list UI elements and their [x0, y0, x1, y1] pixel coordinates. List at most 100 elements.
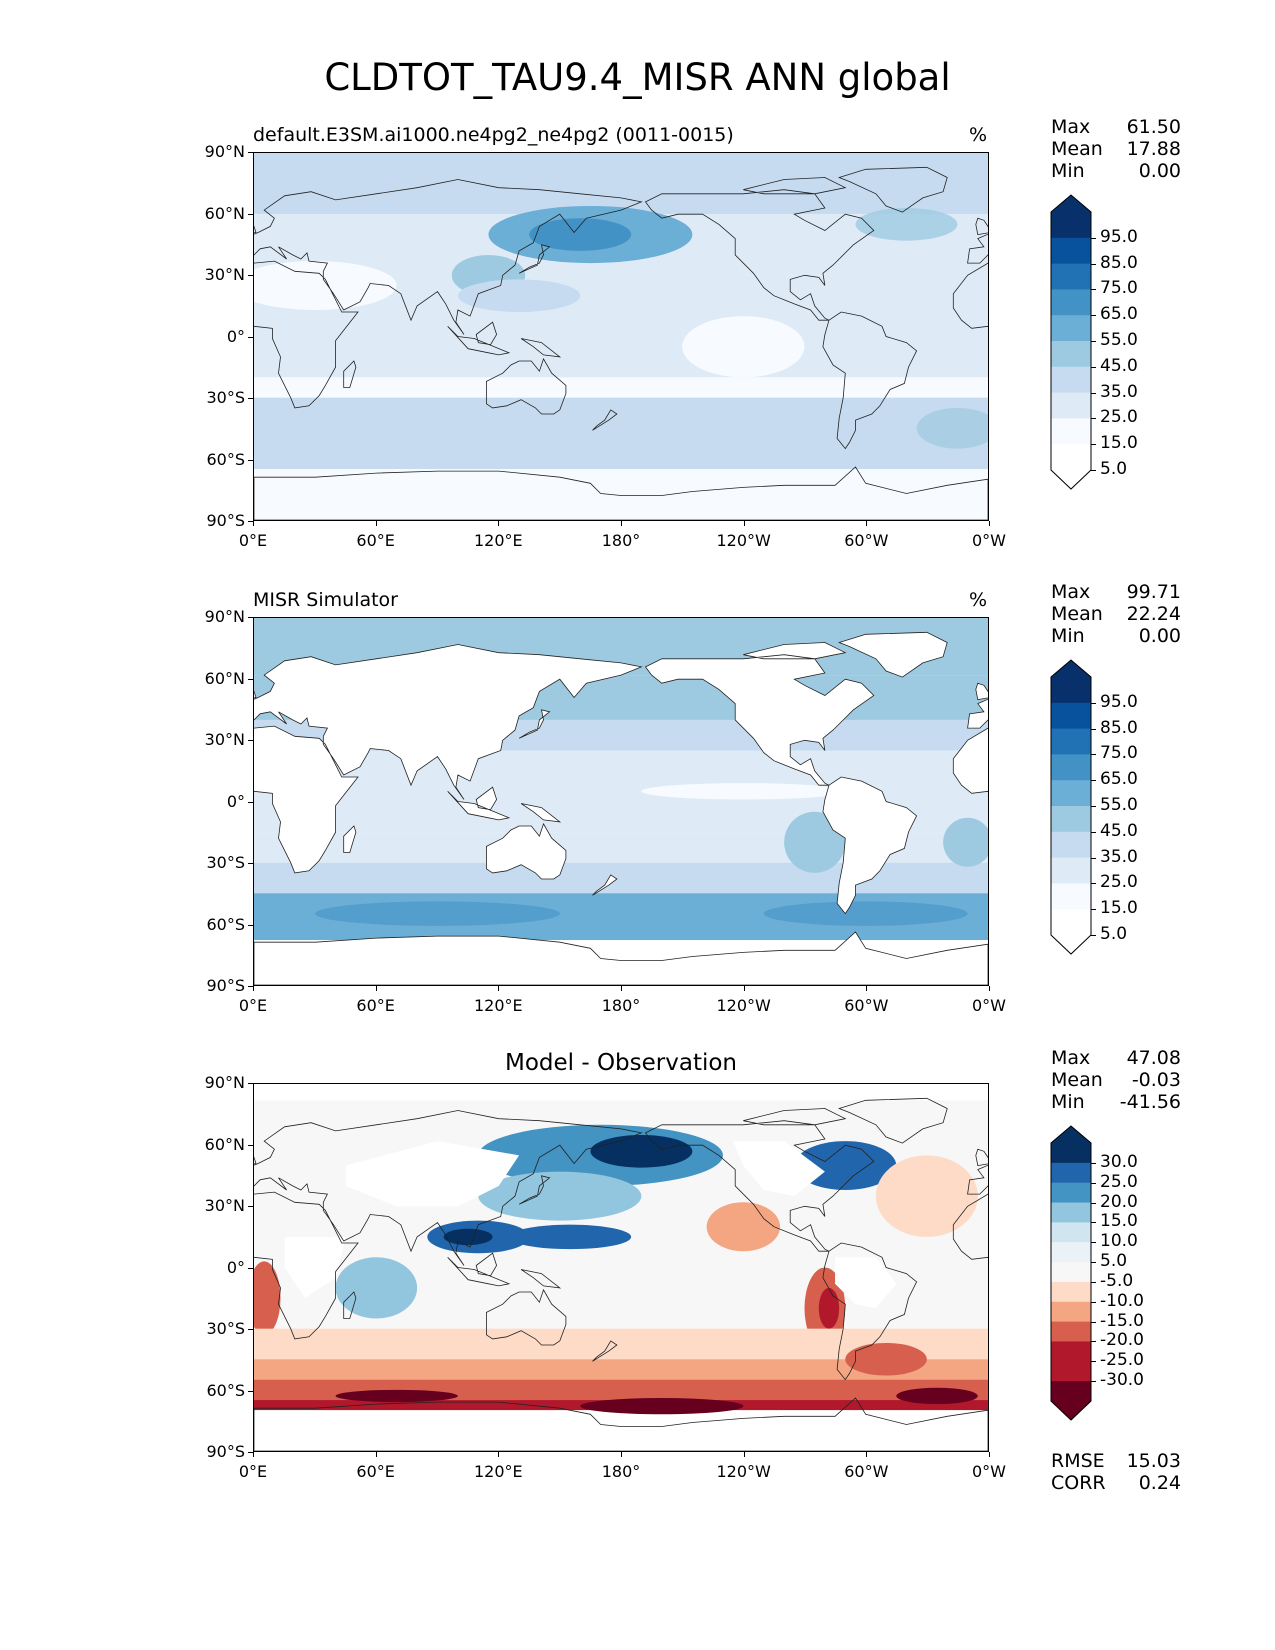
x-tick-mark — [866, 521, 868, 526]
colorbar-label: 25.0 — [1100, 407, 1138, 428]
colorbar-tick — [1091, 315, 1096, 317]
x-tick-mark — [375, 521, 377, 526]
colorbar-tick — [1091, 1321, 1096, 1323]
colorbar-obs — [1050, 659, 1092, 955]
x-tick-label: 120°E — [474, 1462, 523, 1481]
colorbar-tick — [1091, 1162, 1096, 1164]
map-diff — [253, 1083, 989, 1452]
colorbar-label: 15.0 — [1100, 1211, 1138, 1232]
colorbar-label: -30.0 — [1100, 1370, 1144, 1391]
x-tick-mark — [375, 986, 377, 991]
colorbar-label: 10.0 — [1100, 1231, 1138, 1252]
stat-row: Max 47.08 — [1051, 1047, 1181, 1069]
colorbar-tick — [1091, 935, 1096, 936]
colorbar-segment — [1051, 883, 1091, 910]
stat-value: 99.71 — [1126, 581, 1181, 603]
x-tick-mark — [498, 986, 500, 991]
colorbar-label: -20.0 — [1100, 1330, 1144, 1351]
stat-label: Min — [1051, 625, 1085, 647]
colorbar-tick — [1091, 1381, 1096, 1383]
y-tick-mark — [248, 1267, 253, 1269]
colorbar-cap-bottom — [1051, 1401, 1091, 1420]
map-obs — [253, 617, 989, 986]
y-tick-label: 0° — [226, 326, 245, 346]
colorbar-tick — [1091, 263, 1096, 265]
colorbar-label: -25.0 — [1100, 1350, 1144, 1371]
x-tick-label: 0°W — [972, 1462, 1006, 1481]
y-tick-mark — [248, 801, 253, 803]
colorbar-segment — [1051, 1361, 1091, 1382]
y-tick-label: 90°S — [206, 1442, 245, 1461]
coastline — [254, 166, 988, 520]
colorbar-cap-bottom — [1051, 935, 1091, 954]
stat-row: Mean -0.03 — [1051, 1069, 1181, 1091]
y-tick-mark — [248, 213, 253, 215]
colorbar-label: 25.0 — [1100, 872, 1138, 893]
stat-value: 61.50 — [1126, 116, 1181, 138]
coastline — [254, 631, 988, 985]
colorbar-tick — [1091, 831, 1096, 833]
colorbar-model — [1050, 194, 1092, 490]
stat-value: 0.24 — [1138, 1472, 1181, 1494]
y-tick-mark — [248, 863, 253, 864]
panel-title: MISR Simulator — [253, 589, 398, 611]
colorbar-segment — [1051, 263, 1091, 290]
stat-label: Min — [1051, 160, 1085, 182]
stat-value: 17.88 — [1126, 138, 1181, 160]
y-tick-label: 90°N — [204, 607, 245, 626]
colorbar-tick — [1091, 883, 1096, 885]
stat-value: 0.00 — [1138, 160, 1181, 182]
y-tick-label: 60°N — [204, 1134, 245, 1154]
colorbar-cap-bottom — [1051, 470, 1091, 489]
x-tick-label: 180° — [601, 531, 641, 550]
y-tick-label: 30°N — [204, 730, 245, 749]
colorbar-segment — [1051, 1381, 1091, 1402]
colorbar-label: 25.0 — [1100, 1171, 1138, 1192]
y-tick-label: 60°S — [206, 1380, 245, 1400]
x-tick-mark — [621, 521, 622, 526]
stat-value: -41.56 — [1119, 1091, 1181, 1113]
x-tick-mark — [375, 1452, 377, 1457]
coastline — [254, 1097, 988, 1451]
colorbar-segment — [1051, 857, 1091, 884]
stat-label: Max — [1051, 1047, 1091, 1069]
stat-row: Min -41.56 — [1051, 1091, 1181, 1113]
stat-row: CORR 0.24 — [1051, 1472, 1181, 1494]
x-tick-mark — [743, 986, 745, 991]
colorbar-segment — [1051, 237, 1091, 265]
y-tick-mark — [248, 740, 253, 741]
colorbar-label: -15.0 — [1100, 1310, 1144, 1331]
units-label: % — [969, 589, 988, 611]
y-tick-mark — [248, 275, 253, 276]
colorbar-label: 35.0 — [1100, 381, 1138, 402]
colorbar-label: 30.0 — [1100, 1151, 1138, 1172]
stat-row: Mean 22.24 — [1051, 603, 1181, 625]
map-canvas-diff — [254, 1084, 988, 1451]
y-tick-mark — [248, 398, 253, 399]
stat-row: Min 0.00 — [1051, 160, 1181, 182]
stat-label: Mean — [1051, 1069, 1103, 1091]
colorbar-segment — [1051, 212, 1091, 239]
y-tick-label: 90°N — [204, 1073, 245, 1092]
colorbar-label: -5.0 — [1100, 1270, 1134, 1291]
stat-row: RMSE 15.03 — [1051, 1450, 1181, 1472]
colorbar-label: 95.0 — [1100, 691, 1138, 712]
colorbar-tick — [1091, 418, 1096, 420]
colorbar-label: 45.0 — [1100, 355, 1138, 376]
stat-value: 0.00 — [1138, 625, 1181, 647]
x-tick-mark — [253, 986, 254, 991]
colorbar-label: 5.0 — [1100, 1251, 1128, 1272]
x-tick-mark — [989, 986, 990, 991]
colorbar-tick — [1091, 780, 1096, 782]
colorbar-segment — [1051, 1162, 1091, 1184]
y-tick-label: 30°N — [204, 265, 245, 284]
colorbar-segment — [1051, 289, 1091, 316]
colorbar-tick — [1091, 1281, 1096, 1283]
y-tick-mark — [248, 1329, 253, 1330]
x-tick-mark — [253, 521, 254, 526]
stat-label: CORR — [1051, 1472, 1106, 1494]
y-tick-mark — [248, 1144, 253, 1146]
colorbar-label: 85.0 — [1100, 252, 1138, 273]
colorbar-tick — [1091, 341, 1096, 342]
colorbar-tick — [1091, 444, 1096, 446]
